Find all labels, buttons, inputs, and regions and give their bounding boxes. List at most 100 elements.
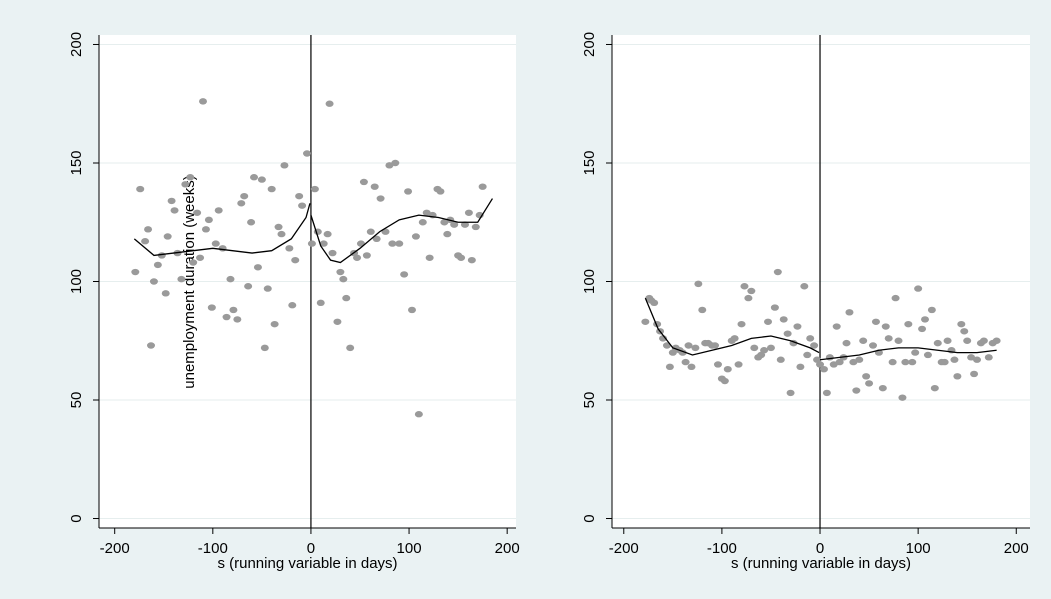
point — [687, 363, 696, 371]
point — [665, 363, 674, 371]
point — [921, 316, 930, 323]
point — [141, 238, 150, 245]
point — [713, 361, 722, 368]
point — [650, 299, 659, 307]
point — [668, 349, 677, 356]
point — [411, 233, 420, 240]
point — [229, 306, 238, 314]
point — [370, 183, 379, 190]
point — [257, 176, 266, 183]
point — [963, 337, 972, 344]
point — [681, 358, 690, 366]
point — [346, 344, 355, 352]
point — [247, 219, 256, 226]
point — [904, 320, 913, 328]
point — [310, 185, 319, 193]
point — [385, 162, 394, 169]
y-tick-label: 50 — [68, 392, 85, 409]
point — [884, 335, 893, 342]
point — [471, 223, 480, 231]
point — [136, 185, 145, 193]
point — [181, 181, 190, 188]
point — [869, 342, 878, 349]
point — [226, 275, 235, 283]
x-axis-label: s (running variable in days) — [731, 555, 911, 572]
point — [149, 278, 158, 285]
point — [744, 294, 753, 302]
point — [277, 230, 286, 238]
point — [467, 256, 476, 264]
point — [776, 356, 785, 363]
point — [267, 185, 276, 193]
y-tick-label: 200 — [68, 32, 85, 57]
point — [414, 411, 423, 418]
x-tick-label: 0 — [816, 540, 824, 557]
point — [803, 351, 812, 359]
x-tick-label: 200 — [495, 540, 520, 557]
point — [298, 202, 307, 209]
point — [960, 328, 969, 335]
point — [933, 339, 942, 347]
point — [316, 299, 325, 307]
y-tick-label: 100 — [68, 269, 85, 294]
x-tick-label: -200 — [609, 540, 639, 557]
point — [723, 365, 732, 373]
point — [436, 188, 445, 195]
x-axis-label: s (running variable in days) — [217, 555, 397, 572]
point — [237, 200, 246, 207]
point — [404, 188, 413, 195]
fit-line — [644, 297, 820, 356]
point — [943, 337, 952, 344]
point — [291, 256, 300, 264]
point — [747, 287, 756, 295]
point — [144, 226, 153, 233]
point — [740, 283, 749, 290]
point — [878, 384, 887, 392]
y-tick-label: 200 — [581, 32, 598, 57]
point — [339, 275, 348, 283]
point — [400, 271, 409, 278]
point — [319, 240, 328, 247]
point — [186, 174, 195, 181]
y-tick-label: 0 — [68, 514, 85, 522]
point — [295, 192, 304, 200]
point — [766, 344, 775, 352]
point — [440, 219, 449, 226]
point — [979, 337, 988, 344]
point — [825, 354, 834, 361]
point — [391, 159, 400, 167]
point — [918, 325, 927, 333]
point — [770, 304, 779, 311]
point — [694, 280, 703, 288]
x-tick-label: -200 — [100, 540, 130, 557]
point — [829, 361, 838, 368]
point — [207, 304, 216, 311]
point — [891, 294, 900, 302]
fit-line — [133, 203, 311, 257]
point — [923, 351, 932, 359]
point — [193, 209, 202, 216]
point — [372, 235, 381, 243]
point — [711, 342, 720, 349]
point — [342, 294, 351, 302]
point — [240, 192, 249, 200]
point — [288, 302, 297, 309]
point — [813, 356, 822, 363]
point — [796, 363, 805, 371]
point — [973, 356, 982, 363]
point — [376, 195, 385, 202]
y-tick-label: 100 — [581, 269, 598, 294]
point — [750, 344, 759, 352]
point — [822, 389, 831, 397]
point — [170, 207, 179, 214]
point — [845, 309, 854, 316]
point — [260, 344, 269, 352]
point — [927, 306, 936, 314]
point — [425, 254, 434, 261]
point — [464, 209, 473, 216]
point — [800, 283, 809, 290]
point — [199, 98, 208, 105]
panel: 0 50 100 150 200 -200 -100 0 100 200 s (running va… — [68, 32, 520, 572]
point — [734, 361, 743, 368]
